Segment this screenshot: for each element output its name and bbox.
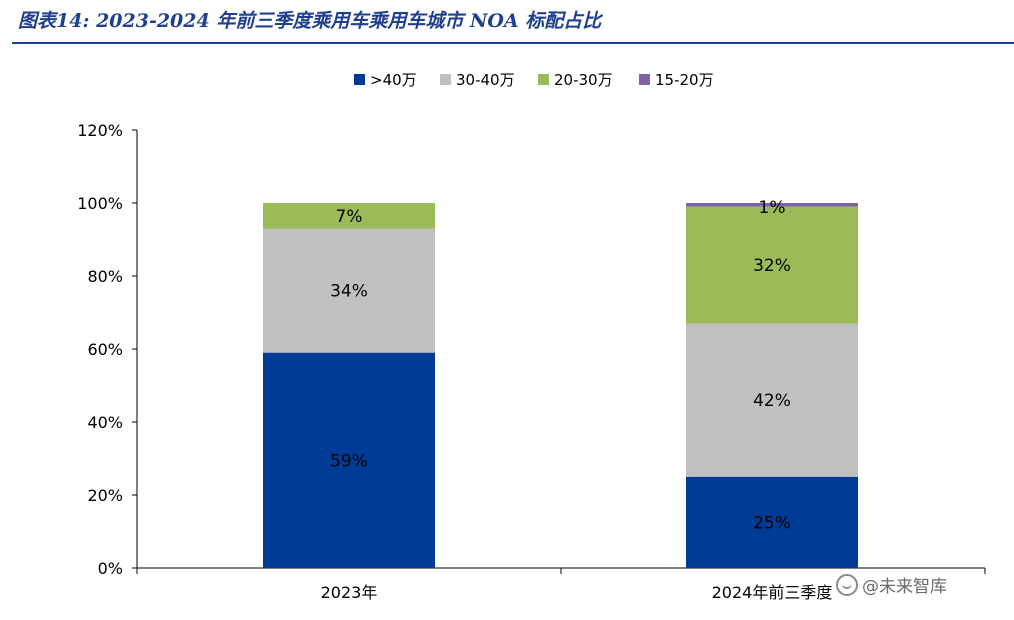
legend-swatch	[354, 74, 365, 85]
bar-segment	[263, 203, 435, 229]
bar-segment	[263, 352, 435, 568]
x-category-label: 2023年	[321, 583, 378, 602]
header: 图表14: 2023-2024 年前三季度乘用车乘用车城市 NOA 标配占比	[0, 0, 1014, 44]
y-tick-label: 80%	[87, 267, 123, 286]
y-tick-label: 100%	[77, 194, 123, 213]
watermark-text: @未来智库	[862, 577, 947, 597]
title-divider	[12, 42, 1014, 44]
legend-item: >40万	[354, 71, 417, 89]
legend-item: 15-20万	[639, 71, 714, 89]
legend-swatch	[639, 74, 650, 85]
bar-segment	[686, 203, 858, 207]
data-label: 59%	[330, 451, 368, 471]
y-tick-label: 120%	[77, 121, 123, 140]
y-tick-label: 60%	[87, 340, 123, 359]
data-label: 34%	[330, 282, 368, 302]
x-category-label: 2024年前三季度	[712, 583, 833, 602]
legend-label: 15-20万	[655, 71, 714, 89]
bar-segment	[686, 323, 858, 477]
data-label: 25%	[753, 513, 791, 533]
data-label: 32%	[753, 256, 791, 276]
bar-segment	[263, 228, 435, 353]
legend-label: 20-30万	[554, 71, 613, 89]
data-label: 42%	[753, 391, 791, 411]
legend-swatch	[538, 74, 549, 85]
y-tick-label: 0%	[98, 559, 123, 578]
y-tick-label: 40%	[87, 413, 123, 432]
watermark: @未来智库	[836, 572, 947, 597]
data-label: 7%	[336, 207, 363, 227]
data-label: 1%	[759, 198, 786, 218]
legend-item: 20-30万	[538, 71, 613, 89]
legend-label: 30-40万	[456, 71, 515, 89]
legend: >40万 30-40万 20-30万 15-20万	[354, 71, 714, 89]
watermark-logo-icon	[836, 573, 858, 596]
bar-segment	[686, 476, 858, 568]
legend-item: 30-40万	[440, 71, 515, 89]
legend-label: >40万	[370, 71, 417, 89]
bar-segment	[686, 206, 858, 324]
chart-title: 图表14: 2023-2024 年前三季度乘用车乘用车城市 NOA 标配占比	[18, 10, 602, 32]
y-tick-label: 20%	[87, 486, 123, 505]
legend-swatch	[440, 74, 451, 85]
